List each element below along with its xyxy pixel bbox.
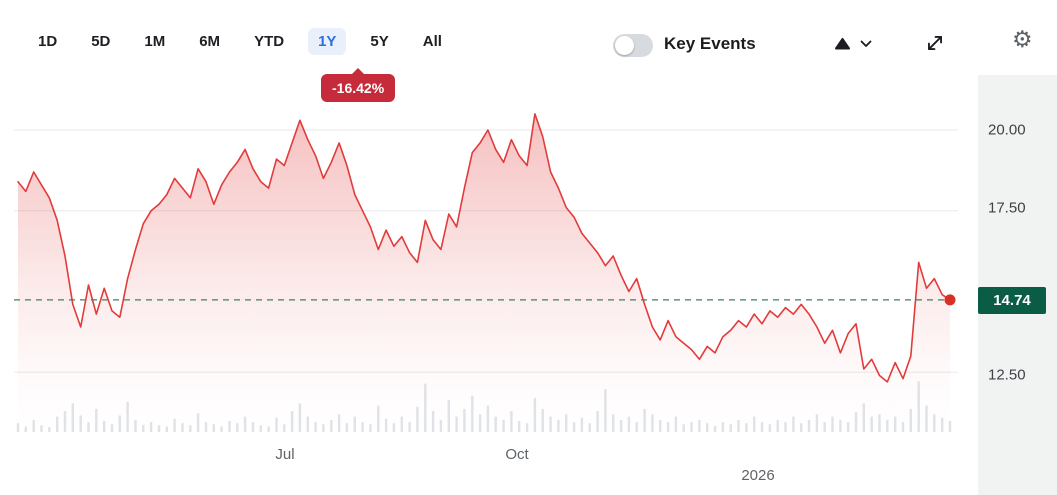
range-tab-all[interactable]: All [413, 28, 452, 55]
gear-icon: ⚙ [1012, 26, 1033, 52]
y-axis-label-20: 20.00 [988, 121, 1026, 139]
range-tab-1m[interactable]: 1M [134, 28, 175, 55]
chevron-down-icon [860, 40, 872, 47]
expand-icon [928, 36, 942, 50]
key-events-label: Key Events [664, 34, 756, 53]
settings-button[interactable]: ⚙ [1012, 28, 1033, 51]
key-events-toggle[interactable] [613, 34, 653, 57]
y-axis-label-17-50: 17.50 [988, 199, 1026, 217]
y-axis-label-12-50: 12.50 [988, 366, 1026, 384]
current-price-badge: 14.74 [978, 287, 1046, 314]
time-range-tabs: 1D 5D 1M 6M YTD 1Y 5Y All [28, 28, 452, 55]
range-tab-5y[interactable]: 5Y [360, 28, 398, 55]
range-tab-ytd[interactable]: YTD [244, 28, 294, 55]
x-axis-label-jul: Jul [275, 446, 295, 463]
range-tab-1y[interactable]: 1Y [308, 28, 347, 55]
price-chart[interactable] [0, 75, 958, 447]
y-axis-panel: 20.00 17.50 14.74 12.50 [978, 75, 1057, 495]
x-axis-label-oct: Oct [505, 446, 529, 463]
range-tab-1d[interactable]: 1D [28, 28, 67, 55]
x-axis-label-year: 2026 [741, 467, 775, 484]
price-chart-canvas[interactable] [0, 75, 958, 447]
range-tab-5d[interactable]: 5D [81, 28, 120, 55]
expand-button[interactable] [924, 32, 946, 57]
area-chart-icon [835, 38, 850, 50]
toggle-knob [615, 36, 634, 55]
range-tab-6m[interactable]: 6M [189, 28, 230, 55]
chart-type-button[interactable] [834, 37, 872, 50]
period-change-badge: -16.42% [321, 68, 396, 102]
